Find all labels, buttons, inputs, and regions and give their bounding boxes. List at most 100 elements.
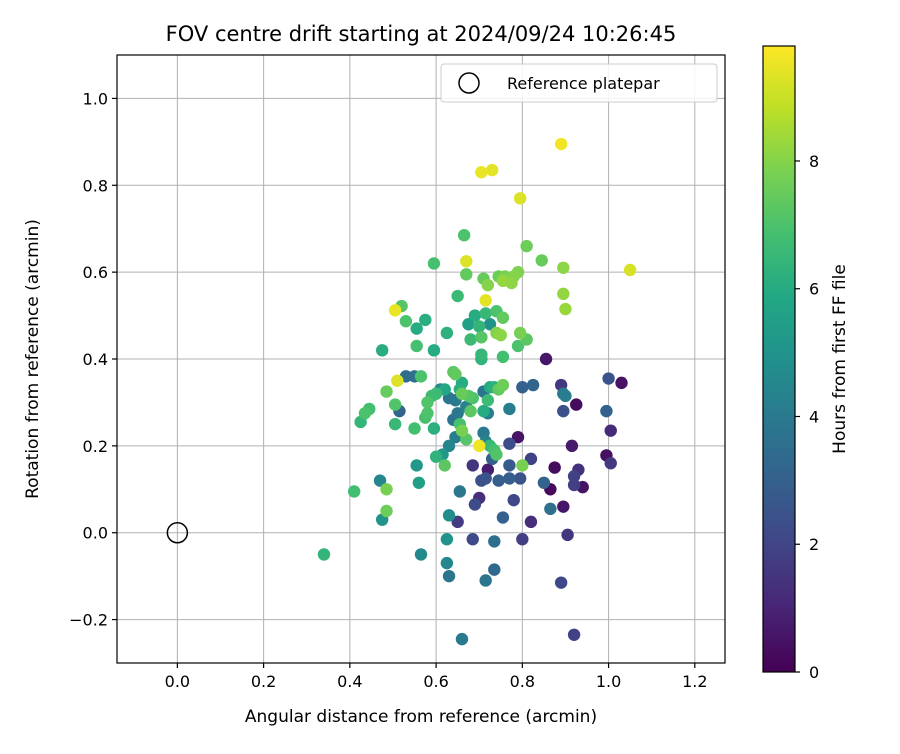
data-point bbox=[466, 533, 479, 546]
colorbar-tick-label: 0 bbox=[809, 663, 819, 682]
data-point bbox=[496, 378, 510, 392]
data-point bbox=[557, 500, 570, 513]
data-point bbox=[473, 320, 486, 333]
data-point bbox=[557, 261, 570, 274]
x-tick-label: 0.4 bbox=[337, 672, 362, 691]
data-point bbox=[457, 229, 471, 242]
legend-entry-reference: Reference platepar bbox=[507, 74, 660, 93]
y-tick-label: 0.8 bbox=[83, 176, 108, 195]
data-point bbox=[488, 563, 501, 576]
data-point bbox=[496, 274, 510, 288]
x-axis-label: Angular distance from reference (arcmin) bbox=[245, 707, 597, 727]
data-point bbox=[623, 263, 637, 277]
data-point bbox=[399, 315, 413, 328]
data-point bbox=[421, 407, 434, 420]
colorbar-tick-label: 4 bbox=[809, 407, 819, 426]
data-point bbox=[380, 483, 393, 496]
data-point bbox=[388, 417, 402, 431]
colorbar-label: Hours from first FF file bbox=[830, 264, 850, 454]
data-point bbox=[358, 407, 372, 420]
data-point bbox=[615, 376, 628, 390]
x-tick-label: 0.0 bbox=[165, 672, 190, 691]
data-point bbox=[466, 459, 479, 472]
data-point bbox=[604, 424, 617, 437]
data-point bbox=[455, 387, 469, 400]
y-tick-label: 0.4 bbox=[83, 350, 108, 369]
colorbar-gradient bbox=[762, 45, 796, 673]
data-point bbox=[464, 404, 477, 418]
data-point bbox=[507, 493, 520, 507]
data-point bbox=[503, 472, 516, 485]
data-point bbox=[557, 287, 570, 301]
data-point bbox=[427, 422, 441, 435]
data-point bbox=[410, 322, 423, 335]
data-point bbox=[516, 533, 529, 546]
data-point bbox=[565, 439, 579, 453]
data-point bbox=[567, 628, 581, 641]
data-point bbox=[516, 381, 529, 394]
data-point bbox=[496, 311, 510, 324]
data-point bbox=[475, 166, 488, 179]
data-point bbox=[488, 535, 501, 548]
grid bbox=[117, 55, 725, 663]
data-point bbox=[455, 632, 469, 646]
x-tick-label: 0.2 bbox=[251, 672, 276, 691]
data-point bbox=[537, 476, 551, 489]
data-point bbox=[453, 485, 467, 498]
data-point bbox=[442, 439, 456, 453]
y-tick-label: 0.0 bbox=[83, 524, 108, 543]
data-point bbox=[410, 339, 423, 353]
data-point bbox=[481, 394, 495, 407]
data-point bbox=[485, 163, 499, 177]
data-point bbox=[479, 574, 492, 587]
data-point bbox=[570, 398, 583, 411]
data-point bbox=[475, 348, 488, 361]
data-point bbox=[442, 569, 456, 583]
data-point bbox=[440, 556, 454, 570]
data-point bbox=[427, 257, 441, 270]
data-point bbox=[451, 515, 464, 529]
data-point bbox=[347, 485, 361, 498]
y-tick-label: 0.2 bbox=[83, 437, 108, 456]
legend-box bbox=[440, 63, 718, 103]
data-point bbox=[520, 239, 533, 253]
data-point bbox=[414, 370, 428, 383]
data-point bbox=[460, 255, 473, 268]
data-point bbox=[479, 307, 492, 320]
y-tick-label: −0.2 bbox=[69, 611, 108, 630]
data-point bbox=[516, 459, 529, 472]
data-point bbox=[408, 422, 421, 435]
data-point bbox=[544, 502, 557, 516]
axis-ticks: 0.0 0.2 0.4 0.6 0.8 1.0 1.2 −0.2 0.0 0.2 0.4 0.6 0.8… bbox=[69, 89, 707, 691]
data-point bbox=[600, 404, 613, 418]
data-point bbox=[524, 452, 538, 466]
data-point bbox=[462, 318, 475, 331]
data-point bbox=[513, 326, 527, 340]
data-point bbox=[524, 515, 538, 529]
data-point bbox=[479, 472, 492, 485]
data-point bbox=[468, 498, 482, 511]
data-point bbox=[557, 404, 570, 418]
data-point bbox=[481, 278, 495, 292]
x-tick-label: 1.0 bbox=[596, 672, 621, 691]
data-point bbox=[473, 439, 486, 453]
legend: Reference platepar bbox=[440, 63, 718, 103]
data-point bbox=[559, 302, 572, 316]
data-point bbox=[496, 511, 510, 524]
data-point bbox=[421, 396, 434, 409]
data-point bbox=[559, 389, 572, 403]
data-point bbox=[548, 461, 561, 474]
data-point bbox=[539, 352, 553, 366]
data-point bbox=[535, 254, 548, 267]
data-point bbox=[429, 450, 443, 463]
colorbar-ticks: 0 2 4 6 8 bbox=[795, 152, 819, 682]
data-point bbox=[554, 576, 568, 589]
data-point bbox=[554, 137, 568, 151]
data-point bbox=[503, 437, 516, 450]
data-point bbox=[483, 318, 497, 331]
data-point bbox=[455, 424, 469, 437]
chart-title: FOV centre drift starting at 2024/09/24 … bbox=[166, 22, 677, 46]
data-point bbox=[380, 385, 393, 398]
data-point bbox=[513, 192, 527, 205]
